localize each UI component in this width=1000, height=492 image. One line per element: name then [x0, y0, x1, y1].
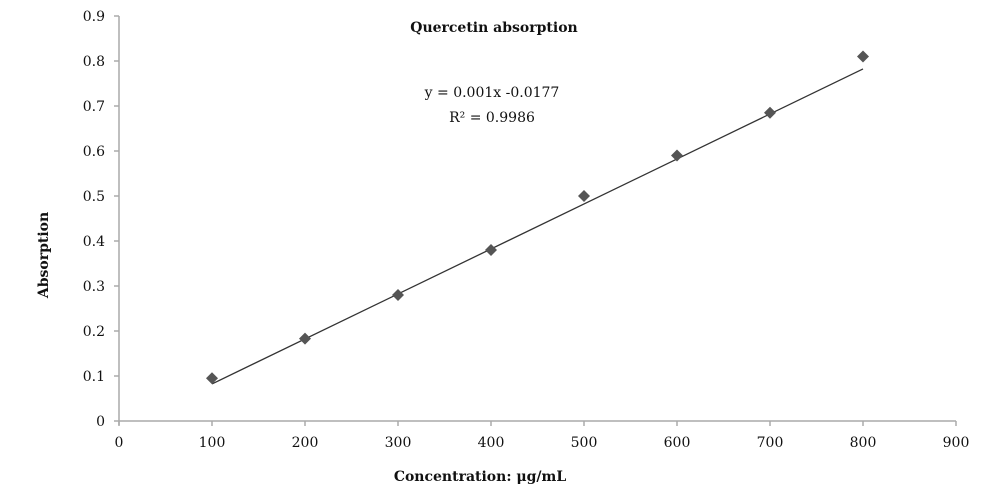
- chart-title: Quercetin absorption: [410, 20, 577, 36]
- y-tick-label: 0.3: [83, 279, 105, 295]
- data-point: [206, 372, 218, 385]
- axes: 0 100 200 300 400 500 600 700 800 900 0 0.1 0.2 0.3 0.…: [83, 9, 970, 451]
- x-tick-label: 500: [571, 435, 598, 451]
- y-tick-label: 0.2: [83, 324, 105, 340]
- y-tick-label: 0.8: [83, 54, 105, 70]
- x-tick-label: 900: [943, 435, 970, 451]
- y-tick-label: 0.9: [83, 9, 105, 25]
- y-tick-label: 0.5: [83, 189, 105, 205]
- data-point: [671, 149, 683, 162]
- x-tick-label: 300: [385, 435, 412, 451]
- trendline: [211, 68, 864, 385]
- x-tick-label: 700: [757, 435, 784, 451]
- x-axis-label: Concentration: μg/mL: [394, 469, 566, 485]
- y-tick-label: 0.1: [83, 369, 105, 385]
- data-marks: [206, 50, 869, 385]
- data-point: [764, 106, 776, 119]
- x-tick-label: 0: [115, 435, 124, 451]
- trendline-equation: y = 0.001x -0.0177: [424, 85, 560, 101]
- data-point: [299, 332, 311, 345]
- data-point: [485, 244, 497, 256]
- x-tick-label: 400: [478, 435, 505, 451]
- x-tick-label: 800: [850, 435, 877, 451]
- y-tick-label: 0.6: [83, 144, 105, 160]
- y-tick-label: 0: [96, 414, 105, 430]
- data-point: [857, 50, 869, 63]
- x-tick-label: 600: [664, 435, 691, 451]
- x-tick-label: 100: [199, 435, 226, 451]
- y-tick-label: 0.4: [83, 234, 105, 250]
- y-axis-label: Absorption: [36, 212, 52, 299]
- x-tick-label: 200: [292, 435, 319, 451]
- r-squared: R² = 0.9986: [449, 110, 535, 126]
- data-point: [392, 289, 404, 301]
- data-point: [578, 190, 590, 202]
- y-tick-label: 0.7: [83, 99, 105, 115]
